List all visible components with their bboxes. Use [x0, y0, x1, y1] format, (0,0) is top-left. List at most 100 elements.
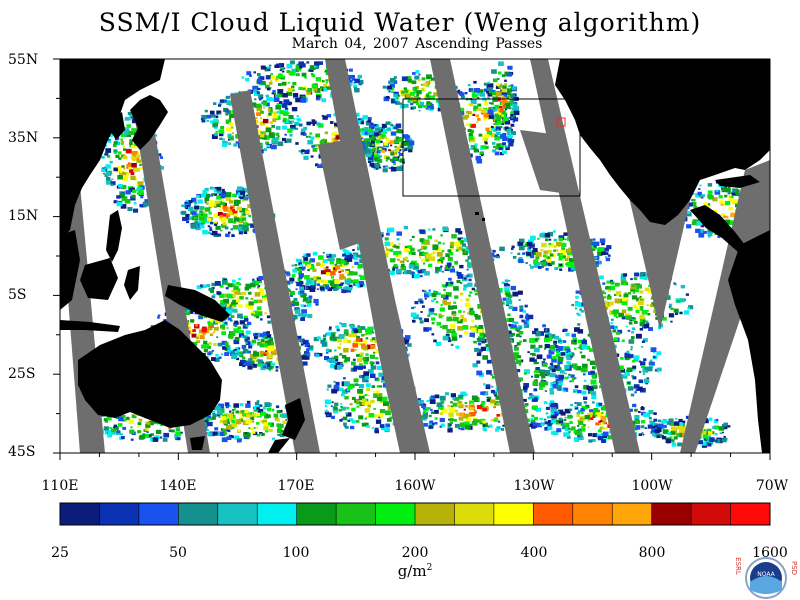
cloud-pixel [448, 412, 454, 417]
cloud-pixel [129, 114, 133, 118]
cloud-pixel [282, 125, 288, 130]
cloud-pixel [399, 158, 405, 163]
cloud-pixel [499, 110, 503, 113]
cloud-pixel [287, 102, 292, 106]
cloud-pixel [225, 95, 230, 99]
cloud-pixel [447, 428, 453, 433]
cloud-pixel [222, 222, 227, 226]
cloud-pixel [330, 405, 333, 408]
cloud-pixel [226, 293, 233, 299]
cloud-pixel [548, 242, 552, 246]
cloud-pixel [245, 297, 249, 300]
cloud-pixel [347, 419, 350, 422]
cloud-pixel [427, 327, 432, 331]
cloud-pixel [433, 339, 437, 343]
cloud-pixel [225, 287, 229, 290]
cloud-pixel [527, 241, 533, 247]
cloud-pixel [428, 310, 435, 315]
cloud-pixel [653, 423, 658, 427]
cloud-pixel [361, 343, 366, 348]
cloud-pixel [226, 282, 229, 285]
cloud-pixel [490, 419, 494, 422]
cloud-pixel [480, 108, 487, 114]
cloud-pixel [206, 429, 209, 432]
cloud-pixel [171, 429, 175, 433]
cloud-pixel [266, 315, 271, 319]
cloud-pixel [506, 132, 511, 135]
cloud-pixel [348, 74, 353, 79]
cloud-pixel [453, 286, 459, 291]
cloud-pixel [306, 61, 310, 64]
cloud-pixel [531, 414, 535, 418]
cloud-pixel [673, 421, 680, 426]
cloud-pixel [154, 134, 158, 137]
cloud-pixel [508, 317, 514, 323]
cloud-pixel [365, 416, 369, 419]
cloud-pixel [358, 280, 364, 286]
cloud-pixel [344, 389, 347, 392]
cloud-pixel [509, 99, 515, 103]
cloud-pixel [310, 136, 315, 140]
cloud-pixel [714, 190, 721, 195]
cloud-pixel [647, 424, 653, 429]
cloud-pixel [326, 141, 330, 145]
cloud-pixel [210, 114, 216, 118]
cloud-pixel [291, 264, 295, 267]
cloud-pixel [243, 349, 249, 354]
cloud-pixel [529, 254, 534, 259]
cloud-pixel [497, 420, 501, 423]
cloud-pixel [649, 304, 654, 307]
cloud-pixel [302, 256, 305, 258]
cloud-pixel [420, 415, 424, 419]
cloud-pixel [121, 165, 125, 168]
cloud-pixel [703, 429, 706, 431]
cloud-pixel [120, 433, 123, 436]
cloud-pixel [631, 327, 636, 331]
cloud-pixel [423, 423, 428, 427]
cloud-pixel [454, 423, 460, 428]
cloud-pixel [584, 415, 590, 420]
cloud-pixel [435, 270, 439, 274]
cloud-pixel [570, 267, 575, 271]
cloud-pixel [439, 417, 445, 423]
cloud-pixel [510, 252, 513, 255]
cloud-pixel [262, 118, 269, 124]
cloud-pixel [426, 400, 429, 402]
cloud-pixel [510, 128, 513, 132]
cloud-pixel [591, 248, 596, 251]
cloud-pixel [236, 439, 241, 443]
cloud-pixel [635, 306, 641, 311]
cloud-pixel [267, 338, 270, 340]
cloud-pixel [433, 291, 439, 295]
cloud-pixel [530, 419, 536, 424]
cloud-pixel [504, 79, 507, 82]
cloud-pixel [496, 253, 499, 256]
cloud-pixel [464, 424, 471, 430]
cloud-pixel [479, 332, 485, 336]
cloud-pixel [330, 121, 334, 124]
cloud-pixel [614, 282, 620, 287]
cloud-pixel [311, 145, 315, 148]
cloud-pixel [566, 249, 571, 253]
cloud-pixel [317, 123, 324, 128]
cloud-pixel [219, 284, 224, 288]
cloud-pixel [221, 199, 224, 201]
cloud-pixel [424, 318, 429, 323]
cloud-pixel [358, 79, 364, 85]
cloud-pixel [497, 71, 502, 75]
cloud-pixel [459, 422, 466, 427]
cloud-pixel [494, 394, 498, 397]
cloud-pixel [369, 361, 374, 364]
cloud-pixel [283, 99, 290, 105]
cloud-pixel [457, 319, 463, 324]
cloud-pixel [458, 416, 464, 421]
cloud-pixel [336, 338, 342, 343]
cloud-pixel [302, 132, 307, 136]
cloud-pixel [621, 300, 628, 306]
cloud-pixel [459, 412, 464, 417]
cloud-pixel [647, 313, 651, 316]
cloud-pixel [121, 414, 126, 418]
cloud-pixel [527, 314, 534, 320]
cloud-pixel [351, 266, 355, 269]
cloud-pixel [305, 285, 311, 290]
